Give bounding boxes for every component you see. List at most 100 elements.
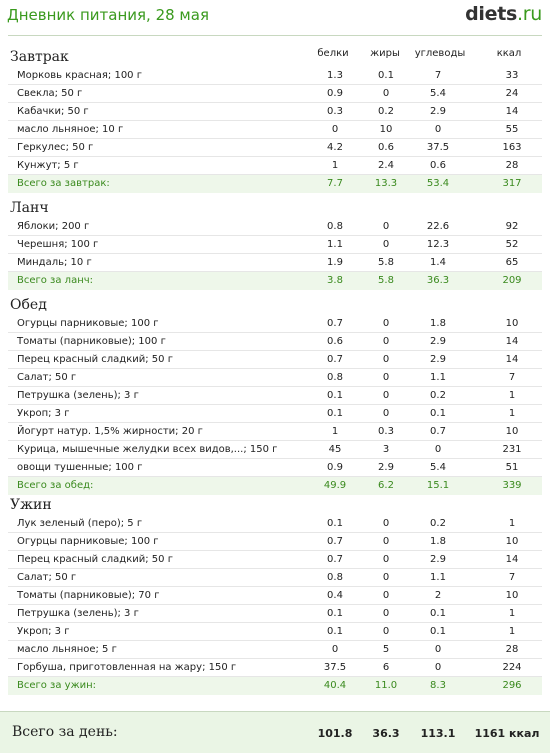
site-logo[interactable]: diets.ru (465, 3, 542, 25)
carbs-value: 1.1 (430, 572, 446, 583)
carbs-value: 0.7 (430, 426, 446, 437)
food-row[interactable]: Перец красный сладкий; 50 г 0.7 0 2.9 14 (8, 551, 542, 569)
fat-value: 0 (382, 536, 390, 547)
fat-value: 0 (382, 572, 390, 583)
carbs-value: 8.3 (430, 680, 446, 691)
fat-value: 0 (382, 336, 390, 347)
protein-value: 0.7 (327, 354, 343, 365)
meal-title: Ужин (10, 497, 52, 513)
food-row[interactable]: Морковь красная; 100 г 1.3 0.1 7 33 (8, 67, 542, 85)
protein-value: 0.1 (327, 518, 343, 529)
food-row[interactable]: Томаты (парниковые); 70 г 0.4 0 2 10 (8, 587, 542, 605)
meal-title: Ланч (10, 200, 49, 216)
protein-value: 0.1 (327, 408, 343, 419)
protein-value: 0 (331, 124, 339, 135)
fat-value: 5.8 (378, 257, 394, 268)
protein-value: 1 (331, 426, 339, 437)
logo-tld: .ru (517, 3, 542, 25)
kcal-value: 209 (502, 275, 522, 286)
food-row[interactable]: Горбуша, приготовленная на жару; 150 г 37… (8, 659, 542, 677)
food-row[interactable]: Курица, мышечные желудки всех видов,...;… (8, 441, 542, 459)
carbs-value: 53.4 (426, 178, 450, 189)
food-name: Кабачки; 50 г (17, 106, 89, 117)
food-row[interactable]: масло льняное; 5 г 0 5 0 28 (8, 641, 542, 659)
carbs-value: 1.4 (430, 257, 446, 268)
protein-value: 0.7 (327, 318, 343, 329)
carbs-value: 5.4 (430, 462, 446, 473)
food-row[interactable]: Черешня; 100 г 1.1 0 12.3 52 (8, 236, 542, 254)
col-header-protein: белки (317, 48, 349, 59)
food-row[interactable]: Свекла; 50 г 0.9 0 5.4 24 (8, 85, 542, 103)
food-row[interactable]: Лук зеленый (перо); 5 г 0.1 0 0.2 1 (8, 515, 542, 533)
food-row[interactable]: Укроп; 3 г 0.1 0 0.1 1 (8, 405, 542, 423)
carbs-value: 36.3 (426, 275, 450, 286)
food-name: Укроп; 3 г (17, 626, 70, 637)
food-row[interactable]: Петрушка (зелень); 3 г 0.1 0 0.1 1 (8, 605, 542, 623)
food-name: масло льняное; 5 г (17, 644, 117, 655)
food-name: Кунжут; 5 г (17, 160, 79, 171)
kcal-value: 339 (502, 480, 522, 491)
food-row[interactable]: Йогурт натур. 1,5% жирности; 20 г 1 0.3 0.7… (8, 423, 542, 441)
kcal-value: 28 (505, 644, 519, 655)
protein-value: 0.8 (327, 572, 343, 583)
fat-value: 0 (382, 221, 390, 232)
food-name: Миндаль; 10 г (17, 257, 92, 268)
protein-value: 37.5 (323, 662, 347, 673)
logo-main: diets (465, 3, 517, 25)
kcal-value: 10 (505, 590, 519, 601)
food-row[interactable]: Кунжут; 5 г 1 2.4 0.6 28 (8, 157, 542, 175)
food-row[interactable]: Салат; 50 г 0.8 0 1.1 7 (8, 369, 542, 387)
fat-value: 5.8 (378, 275, 394, 286)
food-row[interactable]: Салат; 50 г 0.8 0 1.1 7 (8, 569, 542, 587)
carbs-value: 5.4 (430, 88, 446, 99)
carbs-value: 1.8 (430, 536, 446, 547)
food-row[interactable]: Огурцы парниковые; 100 г 0.7 0 1.8 10 (8, 315, 542, 333)
food-row[interactable]: Кабачки; 50 г 0.3 0.2 2.9 14 (8, 103, 542, 121)
kcal-value: 317 (502, 178, 522, 189)
carbs-value: 0.1 (430, 626, 446, 637)
food-row[interactable]: Миндаль; 10 г 1.9 5.8 1.4 65 (8, 254, 542, 272)
food-name: Курица, мышечные желудки всех видов,...;… (17, 444, 278, 455)
fat-value: 0 (382, 354, 390, 365)
food-row[interactable]: Укроп; 3 г 0.1 0 0.1 1 (8, 623, 542, 641)
col-header-kcal: ккал (496, 48, 522, 59)
fat-value: 2.4 (378, 160, 394, 171)
food-row[interactable]: Перец красный сладкий; 50 г 0.7 0 2.9 14 (8, 351, 542, 369)
carbs-value: 0.2 (430, 390, 446, 401)
food-name: Салат; 50 г (17, 372, 77, 383)
kcal-value: 163 (502, 142, 522, 153)
protein-value: 4.2 (327, 142, 343, 153)
food-row[interactable]: Огурцы парниковые; 100 г 0.7 0 1.8 10 (8, 533, 542, 551)
fat-value: 0.3 (378, 426, 394, 437)
kcal-value: 55 (505, 124, 519, 135)
meal-title: Завтрак (10, 49, 69, 65)
fat-value: 13.3 (374, 178, 398, 189)
protein-value: 0.4 (327, 590, 343, 601)
food-name: Огурцы парниковые; 100 г (17, 318, 159, 329)
food-row[interactable]: Яблоки; 200 г 0.8 0 22.6 92 (8, 218, 542, 236)
carbs-value: 0.1 (430, 408, 446, 419)
food-name: Петрушка (зелень); 3 г (17, 608, 139, 619)
food-row[interactable]: Петрушка (зелень); 3 г 0.1 0 0.2 1 (8, 387, 542, 405)
food-row[interactable]: масло льняное; 10 г 0 10 0 55 (8, 121, 542, 139)
food-row[interactable]: овощи тушенные; 100 г 0.9 2.9 5.4 51 (8, 459, 542, 477)
fat-value: 3 (382, 444, 390, 455)
day-total-bar: Всего за день: 101.8 36.3 113.1 1161 кка… (0, 711, 550, 753)
carbs-value: 0 (434, 644, 442, 655)
food-name: овощи тушенные; 100 г (17, 462, 143, 473)
fat-value: 6 (382, 662, 390, 673)
col-header-fat: жиры (370, 48, 400, 59)
page-header: Дневник питания, 28 мая diets.ru (0, 0, 550, 34)
food-name: Морковь красная; 100 г (17, 70, 142, 81)
protein-value: 1 (331, 160, 339, 171)
food-name: Черешня; 100 г (17, 239, 99, 250)
meal-section: Обед Огурцы парниковые; 100 г 0.7 0 1.8 10 Том… (8, 295, 542, 495)
food-row[interactable]: Томаты (парниковые); 100 г 0.6 0 2.9 14 (8, 333, 542, 351)
meal-total-row: Всего за завтрак: 7.7 13.3 53.4 317 (8, 175, 542, 193)
protein-value: 0.8 (327, 372, 343, 383)
kcal-value: 14 (505, 354, 519, 365)
kcal-value: 51 (505, 462, 519, 473)
food-row[interactable]: Геркулес; 50 г 4.2 0.6 37.5 163 (8, 139, 542, 157)
food-name: Петрушка (зелень); 3 г (17, 390, 139, 401)
carbs-value: 0 (434, 662, 442, 673)
